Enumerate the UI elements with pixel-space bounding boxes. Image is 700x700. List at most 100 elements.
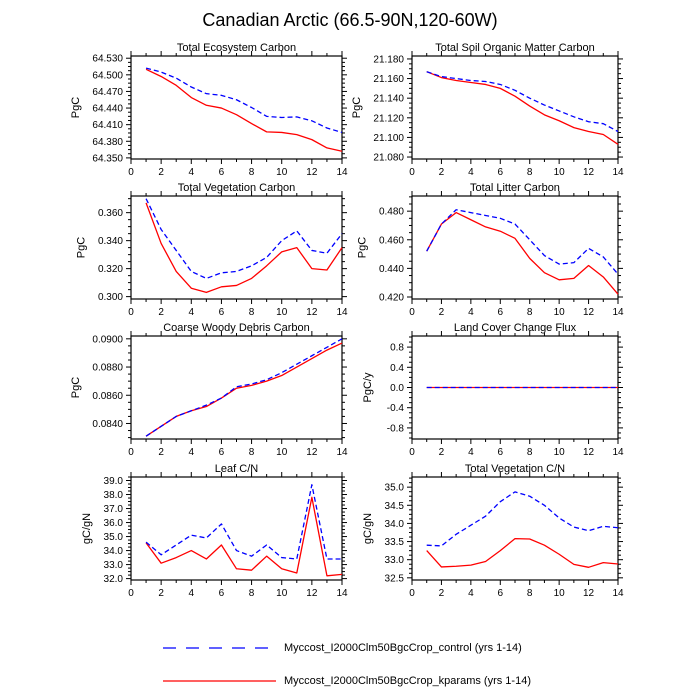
x-tick-label: 10 [554,588,566,599]
plot-frame [411,195,619,300]
x-tick-label: 12 [306,307,318,318]
x-tick-label: 14 [336,588,348,599]
chart-title: Total Ecosystem Carbon [177,42,296,54]
x-tick-label: 6 [219,307,225,318]
x-tick-label: 4 [189,447,195,458]
chart-total-litter-carbon: 0 2 4 6 8 10 12 14 0.420 0.440 0.460 0.480 Total Lit… [357,182,624,318]
x-tick-label: 4 [468,447,474,458]
y-tick-label: 0.0 [390,383,404,394]
kparams-series-line [426,211,619,295]
x-tick-label: 14 [336,447,348,458]
kparams-series-line [145,496,343,577]
x-tick-label: 6 [498,447,504,458]
y-tick-label: 21.080 [373,153,404,164]
x-tick-label: 0 [128,307,134,318]
y-tick-label: 64.440 [92,104,123,115]
x-tick-label: 2 [439,447,445,458]
chart-coarse-woody-debris-carbon: 0 2 4 6 8 10 12 14 0.0840 0.0860 0.0880 0.0900 Coars… [70,322,348,458]
y-tick-label: 64.350 [92,153,123,164]
y-tick-label: 0.0840 [92,419,123,430]
x-tick-label: 0 [409,447,415,458]
y-tick-label: 0.480 [379,207,404,218]
x-tick-label: 6 [219,588,225,599]
y-tick-label: 21.140 [373,94,404,105]
x-tick-label: 14 [612,307,624,318]
y-tick-label: 0.0880 [92,363,123,374]
x-tick-label: 12 [306,167,318,178]
x-tick-label: 12 [306,588,318,599]
y-tick-label: 21.120 [373,113,404,124]
x-tick-label: 0 [128,167,134,178]
x-tick-label: 2 [439,167,445,178]
chart-title: Total Litter Carbon [470,182,560,194]
x-tick-label: 8 [527,588,533,599]
x-tick-label: 10 [276,167,288,178]
x-tick-label: 4 [189,167,195,178]
x-tick-label: 10 [554,307,566,318]
control-series-line [426,209,619,275]
kparams-series-line [426,538,619,568]
x-tick-label: 4 [189,588,195,599]
y-tick-label: 35.0 [104,532,124,543]
x-tick-label: 2 [158,588,164,599]
y-tick-label: 32.5 [385,573,405,584]
y-tick-label: 39.0 [104,476,124,487]
y-tick-label: 38.0 [104,490,124,501]
y-axis-label: gC/gN [362,513,374,544]
y-axis-label: gC/gN [81,513,93,544]
control-series-line [145,484,342,560]
y-tick-label: 0.360 [98,208,123,219]
y-tick-label: 64.530 [92,54,123,65]
y-tick-label: 33.0 [104,560,124,571]
x-tick-label: 2 [439,588,445,599]
y-tick-label: 64.380 [92,137,123,148]
legend-item-kparams: Myccost_I2000Clm50BgcCrop_kparams (yrs 1… [162,671,531,691]
x-tick-label: 6 [498,307,504,318]
x-tick-label: 0 [409,588,415,599]
y-tick-label: 0.420 [379,292,404,303]
control-series-line [145,198,343,280]
y-tick-label: 21.180 [373,54,404,65]
dashed-line-sample-icon [163,647,276,649]
page-title: Canadian Arctic (66.5-90N,120-60W) [202,10,498,30]
x-tick-label: 12 [306,447,318,458]
y-tick-label: 0.460 [379,235,404,246]
x-tick-label: 6 [219,447,225,458]
y-tick-label: 0.300 [98,292,123,303]
solid-line-sample-icon [163,680,276,682]
chart-total-ecosystem-carbon: 0 2 4 6 8 10 12 14 64.350 64.380 64.410 64.440 64.47… [70,42,348,178]
control-series-line [426,491,619,547]
x-tick-label: 2 [158,167,164,178]
y-axis-label: PgC [357,237,369,258]
x-tick-label: 0 [128,588,134,599]
x-tick-label: 12 [583,588,595,599]
y-tick-label: 33.0 [385,555,405,566]
kparams-series-line [145,68,343,152]
kparams-series-line [145,202,343,294]
chart-total-soil-organic-matter-carbon: 0 2 4 6 8 10 12 14 21.080 21.100 21.120 21.140 21.16… [351,42,624,178]
x-tick-label: 2 [439,307,445,318]
x-tick-label: 8 [249,447,255,458]
y-tick-label: 34.0 [385,519,405,530]
x-tick-label: 2 [158,447,164,458]
legend-item-control: Myccost_I2000Clm50BgcCrop_control (yrs 1… [162,638,531,658]
control-series-line [145,67,343,134]
chart-land-cover-change-flux: 0 2 4 6 8 10 12 14 -0.8 -0.4 0.0 0.4 0.8 Land Cover C… [362,322,624,458]
y-tick-label: 34.5 [385,501,405,512]
legend-label-control: Myccost_I2000Clm50BgcCrop_control (yrs 1… [284,642,522,654]
y-tick-label: 34.0 [104,546,124,557]
plot-frame [130,335,343,440]
kparams-series-line [145,342,343,437]
y-tick-label: 0.440 [379,264,404,275]
y-tick-label: 35.0 [385,483,405,494]
y-tick-label: 0.320 [98,264,123,275]
x-tick-label: 12 [583,307,595,318]
y-tick-label: 37.0 [104,504,124,515]
chart-title: Total Vegetation Carbon [178,182,295,194]
y-tick-label: 21.100 [373,133,404,144]
x-tick-label: 8 [249,167,255,178]
x-tick-label: 8 [249,307,255,318]
x-tick-label: 4 [468,588,474,599]
y-tick-label: 64.500 [92,70,123,81]
y-axis-label: PgC [76,237,88,258]
